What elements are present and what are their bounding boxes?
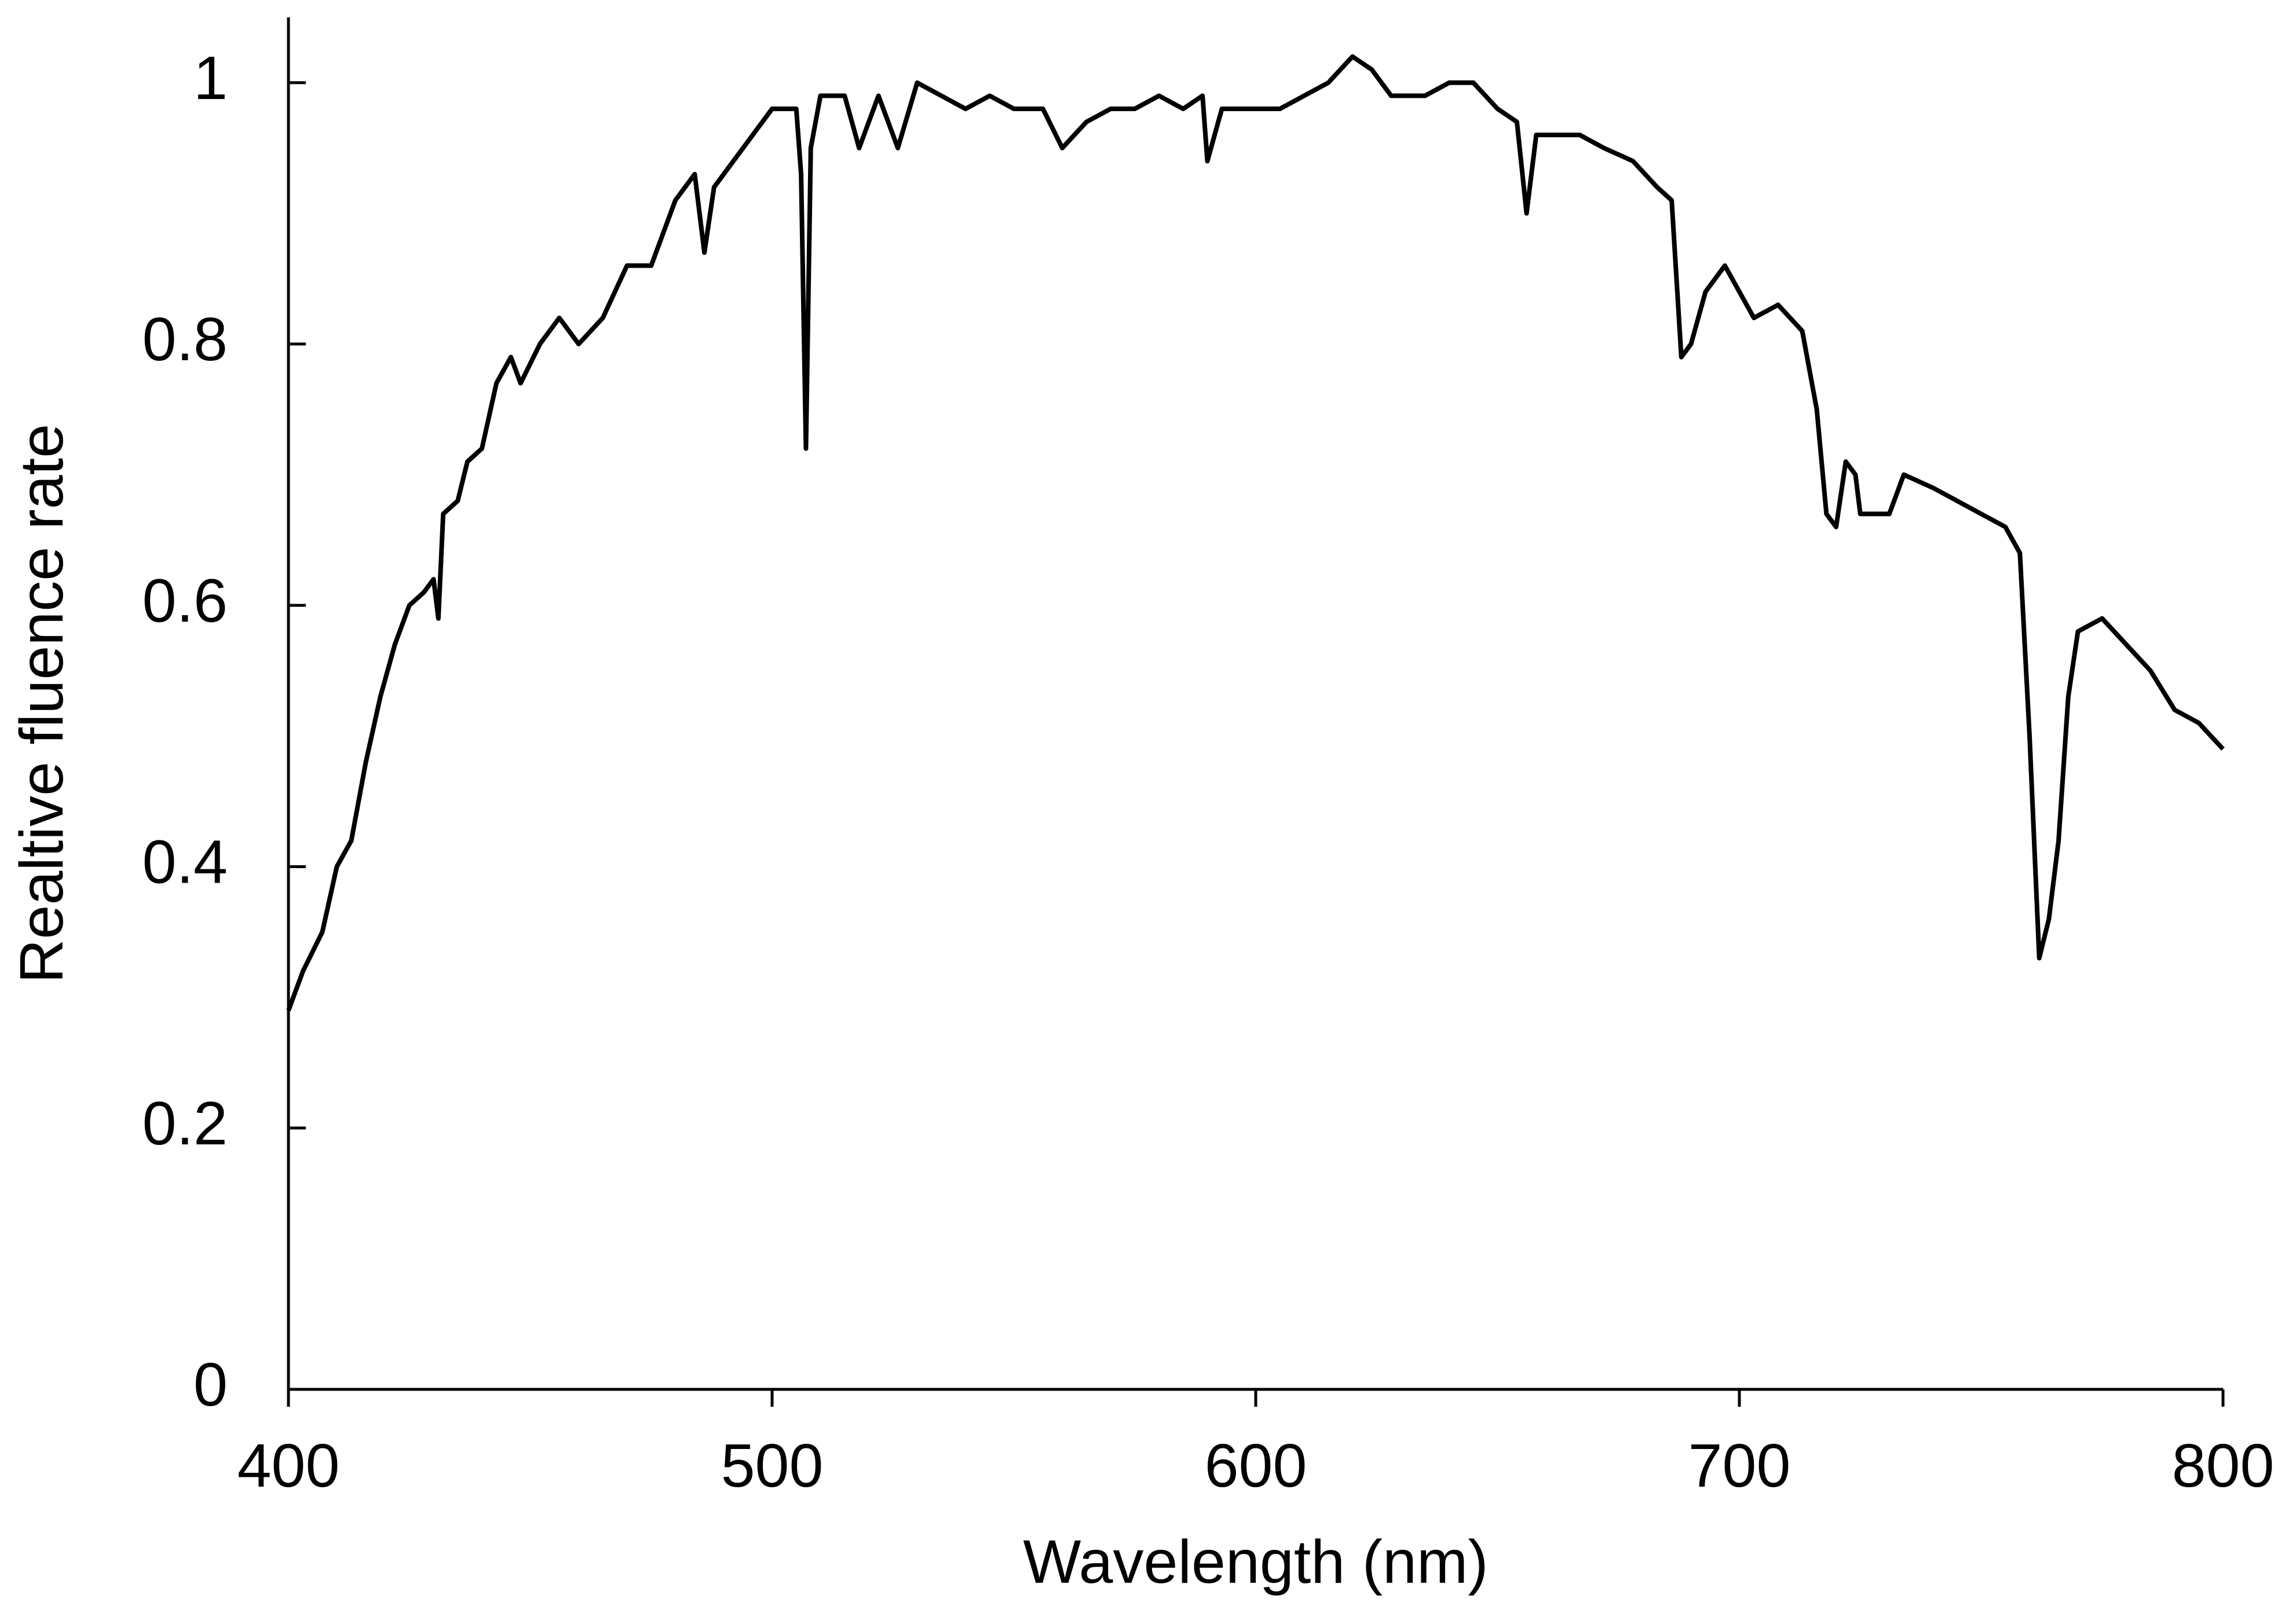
x-axis-title: Wavelength (nm): [1023, 1528, 1488, 1596]
y-tick-label: 0.4: [142, 828, 228, 897]
y-tick-label: 0.8: [142, 305, 228, 374]
y-axis-title: Realtive fluence rate: [8, 424, 76, 983]
y-tick-label: 0: [193, 1351, 228, 1419]
x-tick-label: 600: [1205, 1432, 1307, 1500]
x-tick-label: 700: [1688, 1432, 1791, 1500]
x-tick-label: 800: [2172, 1432, 2275, 1500]
x-tick-label: 400: [237, 1432, 340, 1500]
y-tick-label: 0.2: [142, 1089, 228, 1158]
x-tick-label: 500: [721, 1432, 824, 1500]
spectrum-line: [286, 54, 2225, 1012]
y-tick-label: 1: [193, 44, 228, 112]
y-tick-label: 0.6: [142, 566, 228, 635]
